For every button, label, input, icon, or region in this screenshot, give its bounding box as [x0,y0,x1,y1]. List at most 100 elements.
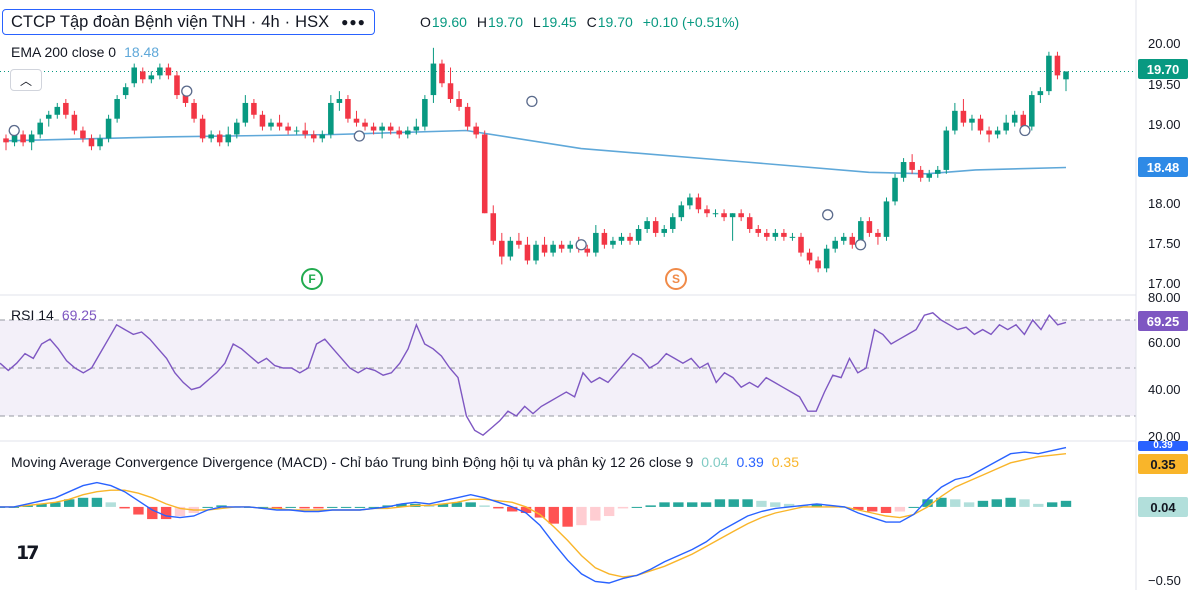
close-label: C [586,14,597,30]
candle-body [1011,114,1018,123]
candle-body [499,240,505,257]
candle-body [353,118,360,123]
candle-body [729,213,736,218]
macd-histogram-bar [354,506,366,508]
candle-body [3,138,9,143]
macd-histogram-bar [105,502,116,507]
candle-body [1003,122,1009,131]
tradingview-logo[interactable]: 17 [16,542,39,564]
candle-body [977,118,984,131]
candle-body [439,63,445,84]
candle-body [88,138,95,147]
macd-histogram-bar [271,506,283,509]
candle-body [28,134,35,143]
macd-histogram-bar [811,503,822,507]
candle-body [404,130,411,135]
macd-histogram-bar [479,505,490,507]
candle-body [481,134,488,214]
macd-histogram-bar [797,505,809,507]
macd-histogram-bar [216,505,227,507]
rsi-layer [0,312,1067,437]
macd-histogram-bar [1019,499,1030,507]
candle-body [601,232,608,245]
event-marker-f[interactable]: F [301,268,323,290]
candle-body [652,221,659,233]
candle-body [310,134,317,139]
dividend-marker [526,95,538,108]
macd-histogram-bar [700,502,712,507]
axis-layer [0,0,1137,590]
candle-body [191,102,197,119]
macd-legend-name: Moving Average Convergence Divergence (M… [11,454,694,470]
candle-body [464,106,471,127]
candle-body [370,126,377,131]
candle-body [960,110,967,123]
candle-body [507,240,514,257]
symbol-title[interactable]: CTCP Tập đoàn Bệnh viện TNH · 4h · HSX ●… [2,9,375,35]
candle-body [678,205,685,218]
macd-line-value: 0.39 [736,454,764,470]
macd-legend[interactable]: Moving Average Convergence Divergence (M… [11,454,799,470]
high-value: 19.70 [487,14,523,30]
rsi-value-tag: 69.25 [1138,311,1188,331]
macd-histogram-bar [687,502,698,507]
candle-body [174,75,180,96]
dividend-marker [353,130,365,142]
candle-body [387,126,394,131]
collapse-legend-button[interactable]: ︿ [10,69,42,91]
candle-body [122,87,129,96]
event-marker-s[interactable]: S [665,268,687,290]
price-tick: 18.00 [1148,196,1181,211]
candle-body [396,130,403,135]
candle-body [738,213,744,218]
rsi-tick: 60.00 [1148,335,1181,350]
macd-histogram-bar [147,506,158,520]
candle-body [541,244,548,253]
rsi-legend-value: 69.25 [61,307,97,323]
candle-body [635,228,642,241]
candle-body [430,63,437,96]
candle-body [259,114,266,127]
candle-body [858,221,864,245]
candle-body [986,130,992,135]
more-options-icon[interactable]: ●●● [341,15,366,29]
macd-histogram-bar [423,505,435,507]
candle-body [148,75,155,80]
candle-body [593,232,599,253]
macd-histogram-bar [133,506,144,515]
macd-histogram-bar [673,502,684,507]
rsi-legend[interactable]: RSI 14 69.25 [11,307,97,323]
candle-body [1046,55,1052,92]
price-tick: 20.00 [1148,36,1181,51]
candle-body [114,99,120,119]
candle-body [789,236,796,238]
macd-histogram-bar [770,502,781,507]
candle-body [909,162,915,170]
candle-body [293,130,300,132]
candle-body [165,67,172,76]
ema-price-tag: 18.48 [1138,157,1188,177]
hist-value-tag: 0.04 [1138,497,1188,517]
candle-body [806,252,813,261]
chevron-up-icon: ︿ [19,73,32,88]
candle-body [456,99,462,107]
candle-body [516,240,522,245]
candle-body [994,130,1001,135]
macd-histogram-bar [631,506,643,508]
macd-histogram-bar [894,506,906,512]
candle-body [627,236,633,241]
ema-legend[interactable]: EMA 200 close 0 18.48 [11,44,159,60]
candle-body [823,248,830,269]
macd-histogram-bar [548,506,559,524]
candle-body [618,236,625,241]
candle-body [251,102,257,115]
event-marker-f-label: F [308,272,316,286]
candle-body [276,122,283,127]
macd-histogram-bar [853,506,864,510]
macd-histogram-bar [1005,497,1016,507]
candle-body [943,130,950,170]
macd-histogram-bar [659,502,670,507]
candle-body [345,99,351,119]
candle-body [105,118,112,139]
